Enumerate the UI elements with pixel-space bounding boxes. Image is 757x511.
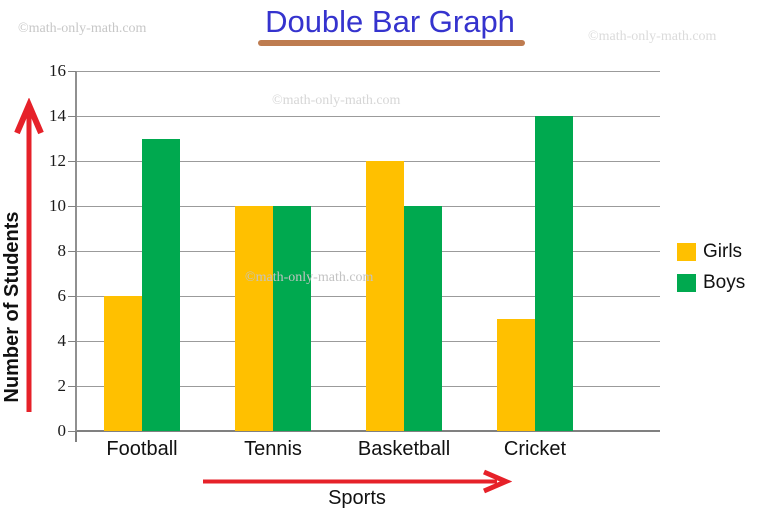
y-axis-arrow-icon bbox=[14, 98, 44, 412]
x-axis-title: Sports bbox=[328, 487, 386, 509]
y-tick-16 bbox=[68, 70, 76, 72]
bar-girls-basketball bbox=[366, 161, 404, 431]
y-tick-label-4: 4 bbox=[57, 331, 67, 350]
y-tick-label-8: 8 bbox=[57, 241, 67, 260]
watermark-plot-upper: ©math-only-math.com bbox=[272, 93, 401, 108]
y-tick-6 bbox=[68, 295, 76, 297]
bar-girls-tennis bbox=[235, 206, 273, 431]
legend: Girls Boys bbox=[677, 241, 746, 293]
y-tick-label-6: 6 bbox=[57, 286, 67, 305]
bar-boys-tennis bbox=[273, 206, 311, 431]
y-tick-8 bbox=[68, 250, 76, 252]
y-tick-4 bbox=[68, 340, 76, 342]
legend-label-girls: Girls bbox=[703, 241, 743, 262]
gridline-14 bbox=[76, 115, 660, 117]
legend-swatch-boys bbox=[677, 274, 696, 292]
y-axis-bottom-tick bbox=[75, 431, 77, 442]
watermark-top-right: ©math-only-math.com bbox=[588, 29, 717, 44]
title-underline bbox=[258, 40, 525, 46]
y-tick-label-16: 16 bbox=[49, 61, 66, 80]
legend-label-boys: Boys bbox=[703, 272, 746, 293]
y-tick-2 bbox=[68, 385, 76, 387]
y-tick-label-2: 2 bbox=[57, 376, 67, 395]
y-tick-label-10: 10 bbox=[49, 196, 66, 215]
category-label-basketball: Basketball bbox=[357, 438, 451, 460]
legend-item-girls: Girls bbox=[677, 241, 745, 262]
y-tick-14 bbox=[68, 115, 76, 117]
bar-boys-cricket bbox=[535, 116, 573, 431]
y-tick-10 bbox=[68, 205, 76, 207]
chart-title: Double Bar Graph bbox=[265, 4, 515, 39]
bar-girls-cricket bbox=[497, 318, 535, 431]
gridline-16 bbox=[76, 70, 660, 72]
y-tick-0 bbox=[68, 430, 76, 432]
y-tick-label-14: 14 bbox=[49, 106, 66, 125]
y-axis-line bbox=[75, 71, 77, 432]
y-tick-label-0: 0 bbox=[57, 421, 67, 440]
legend-item-boys: Boys bbox=[677, 272, 746, 293]
legend-swatch-girls bbox=[677, 243, 696, 261]
category-label-football: Football bbox=[106, 438, 178, 460]
category-label-cricket: Cricket bbox=[503, 438, 567, 460]
y-tick-label-12: 12 bbox=[49, 151, 66, 170]
y-tick-12 bbox=[68, 160, 76, 162]
bar-boys-basketball bbox=[404, 206, 442, 431]
x-axis-arrow-icon bbox=[203, 469, 512, 494]
bar-girls-football bbox=[104, 296, 142, 431]
watermark-top-left: ©math-only-math.com bbox=[18, 21, 147, 36]
category-label-tennis: Tennis bbox=[244, 438, 302, 460]
bar-boys-football bbox=[142, 138, 180, 431]
x-axis-line bbox=[76, 430, 660, 432]
